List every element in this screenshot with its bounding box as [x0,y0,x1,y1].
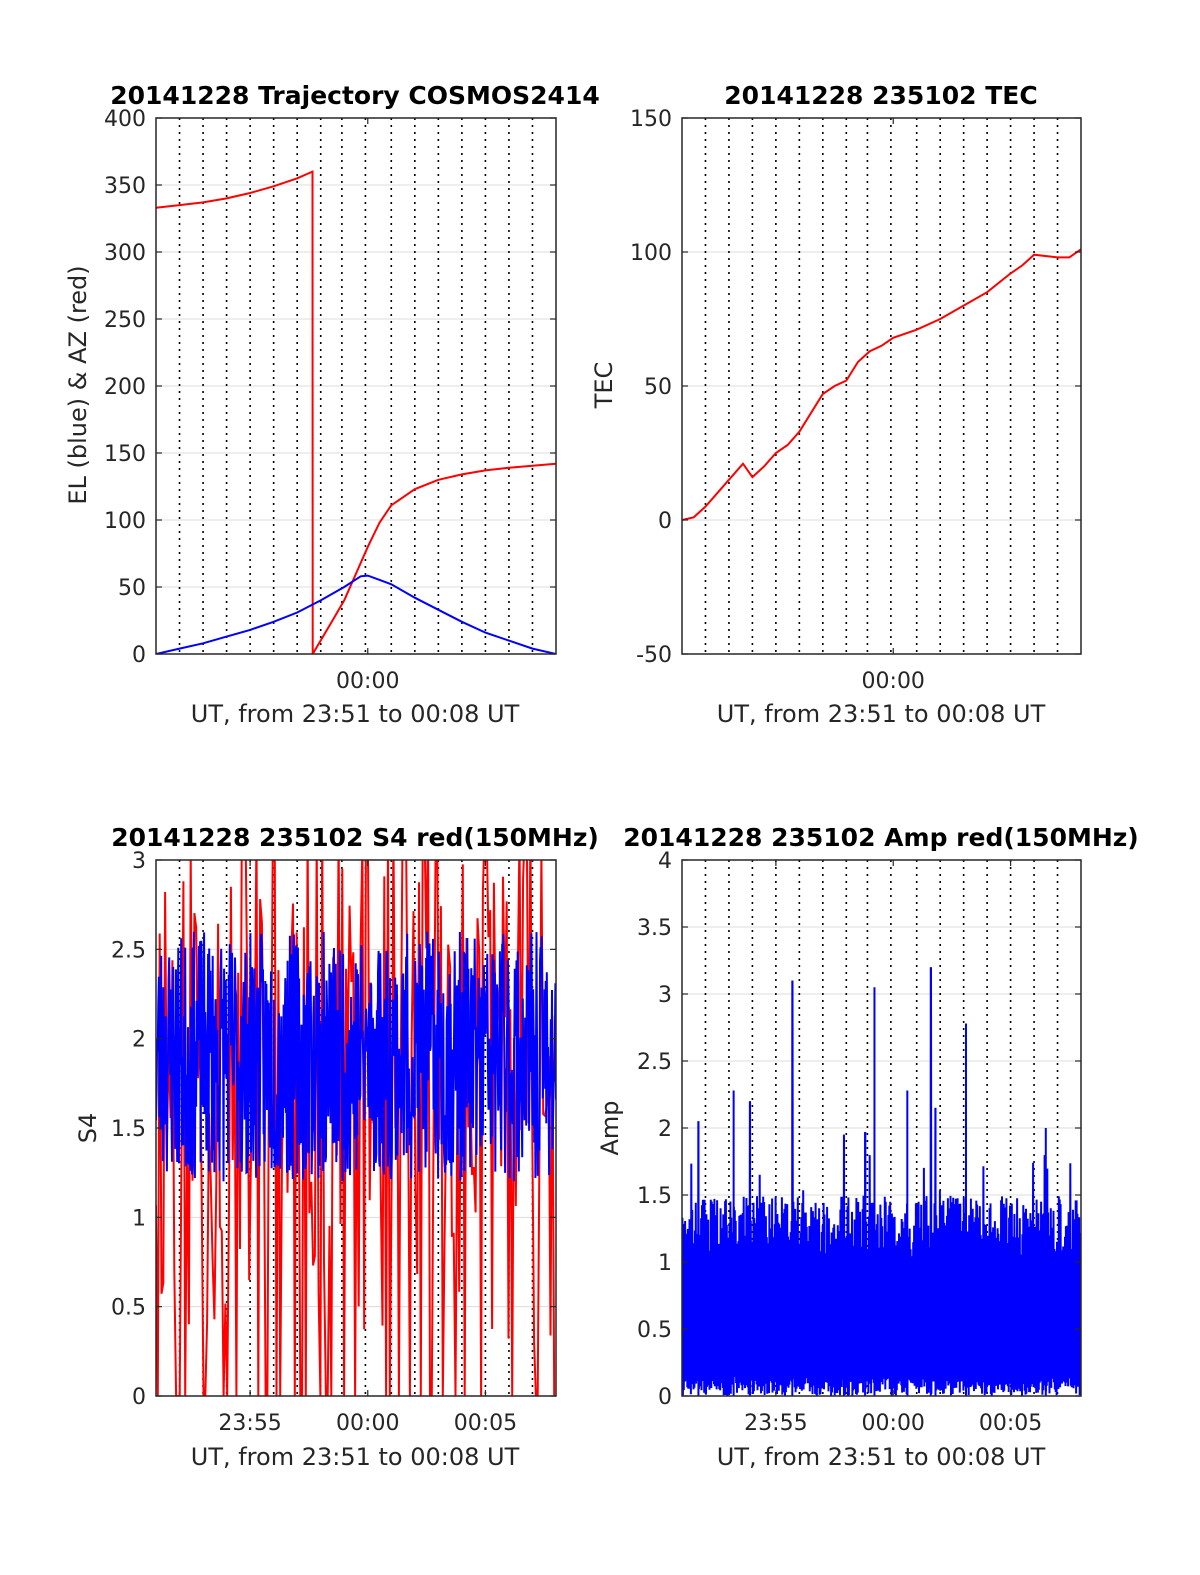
y-tick-label: 400 [104,107,146,132]
series-line-el [156,574,556,654]
y-tick-label: 200 [104,375,146,400]
y-axis-label: Amp [596,1100,624,1155]
x-tick-label: 00:00 [862,1411,925,1436]
plot-area: -50 0 50 100 150 00:00 [630,107,1082,694]
y-tick-label: 0 [132,643,146,668]
x-axis-label: UT, from 23:51 to 00:08 UT [191,1443,520,1471]
y-tick-label: 50 [644,375,672,400]
plot-area: 0 0.5 1 1.5 2 2.5 3 3.5 4 23:55 00:00 00:05 [637,849,1082,1436]
y-tick-label: 3 [132,849,146,874]
x-tick-label: 00:05 [979,1411,1042,1436]
y-tick-label: 2.5 [111,938,146,963]
y-tick-label: 0.5 [111,1296,146,1321]
data-layer [682,967,1081,1396]
y-axis-label: S4 [74,1113,102,1144]
plot-area: 0 50 100 150 200 250 300 350 400 00:00 [104,107,557,694]
y-tick-label: 150 [104,442,146,467]
panel-title: 20141228 235102 Amp red(150MHz) [623,823,1139,852]
y-tick-label: 250 [104,308,146,333]
x-tick-label: 00:00 [336,1411,399,1436]
y-tick-label: 0 [658,1385,672,1410]
y-tick-label: 2 [132,1028,146,1053]
y-tick-label: 50 [118,576,146,601]
y-tick-label: -50 [636,643,672,668]
y-tick-label: 150 [630,107,672,132]
x-tick-label: 00:05 [454,1411,517,1436]
y-tick-label: 0 [658,509,672,534]
series-line-amp [682,967,1081,1396]
y-tick-label: 0.5 [637,1318,672,1343]
data-layer [156,860,556,1396]
y-tick-label: 1.5 [637,1184,672,1209]
y-tick-label: 0 [132,1385,146,1410]
panel-title: 20141228 235102 S4 red(150MHz) [111,823,599,852]
y-axis-label: TEC [590,362,618,410]
y-tick-label: 3 [658,983,672,1008]
panel-amp: 20141228 235102 Amp red(150MHz) UT, from… [596,823,1139,1471]
series-line-az [156,170,556,654]
y-tick-label: 100 [104,509,146,534]
y-axis-label: EL (blue) & AZ (red) [64,265,92,504]
y-tick-label: 2 [658,1117,672,1142]
y-tick-label: 350 [104,174,146,199]
y-tick-label: 3.5 [637,916,672,941]
series-line-tec [682,248,1081,521]
x-tick-label: 23:55 [218,1411,281,1436]
y-tick-label: 4 [658,849,672,874]
data-layer [156,170,556,654]
x-tick-label: 00:00 [862,669,925,694]
y-tick-label: 300 [104,241,146,266]
x-axis-label: UT, from 23:51 to 00:08 UT [717,700,1046,728]
y-tick-label: 1 [132,1206,146,1231]
y-tick-label: 1.5 [111,1117,146,1142]
x-axis-label: UT, from 23:51 to 00:08 UT [717,1443,1046,1471]
y-tick-label: 2.5 [637,1050,672,1075]
y-tick-label: 1 [658,1251,672,1276]
x-tick-label: 00:00 [336,669,399,694]
y-tick-label: 100 [630,241,672,266]
panel-s4: 20141228 235102 S4 red(150MHz) UT, from … [74,823,599,1471]
plot-area: 0 0.5 1 1.5 2 2.5 3 23:55 00:00 00:05 [111,849,557,1436]
series-line-s4-red [156,860,556,1396]
panel-trajectory: 20141228 Trajectory COSMOS2414 UT, from … [64,81,600,728]
panel-title: 20141228 Trajectory COSMOS2414 [110,81,600,110]
x-axis-label: UT, from 23:51 to 00:08 UT [191,700,520,728]
x-tick-label: 23:55 [744,1411,807,1436]
series-line-s4-blue [156,931,556,1182]
panel-tec: 20141228 235102 TEC UT, from 23:51 to 00… [590,81,1082,728]
panel-title: 20141228 235102 TEC [724,81,1037,110]
data-layer [682,248,1081,521]
